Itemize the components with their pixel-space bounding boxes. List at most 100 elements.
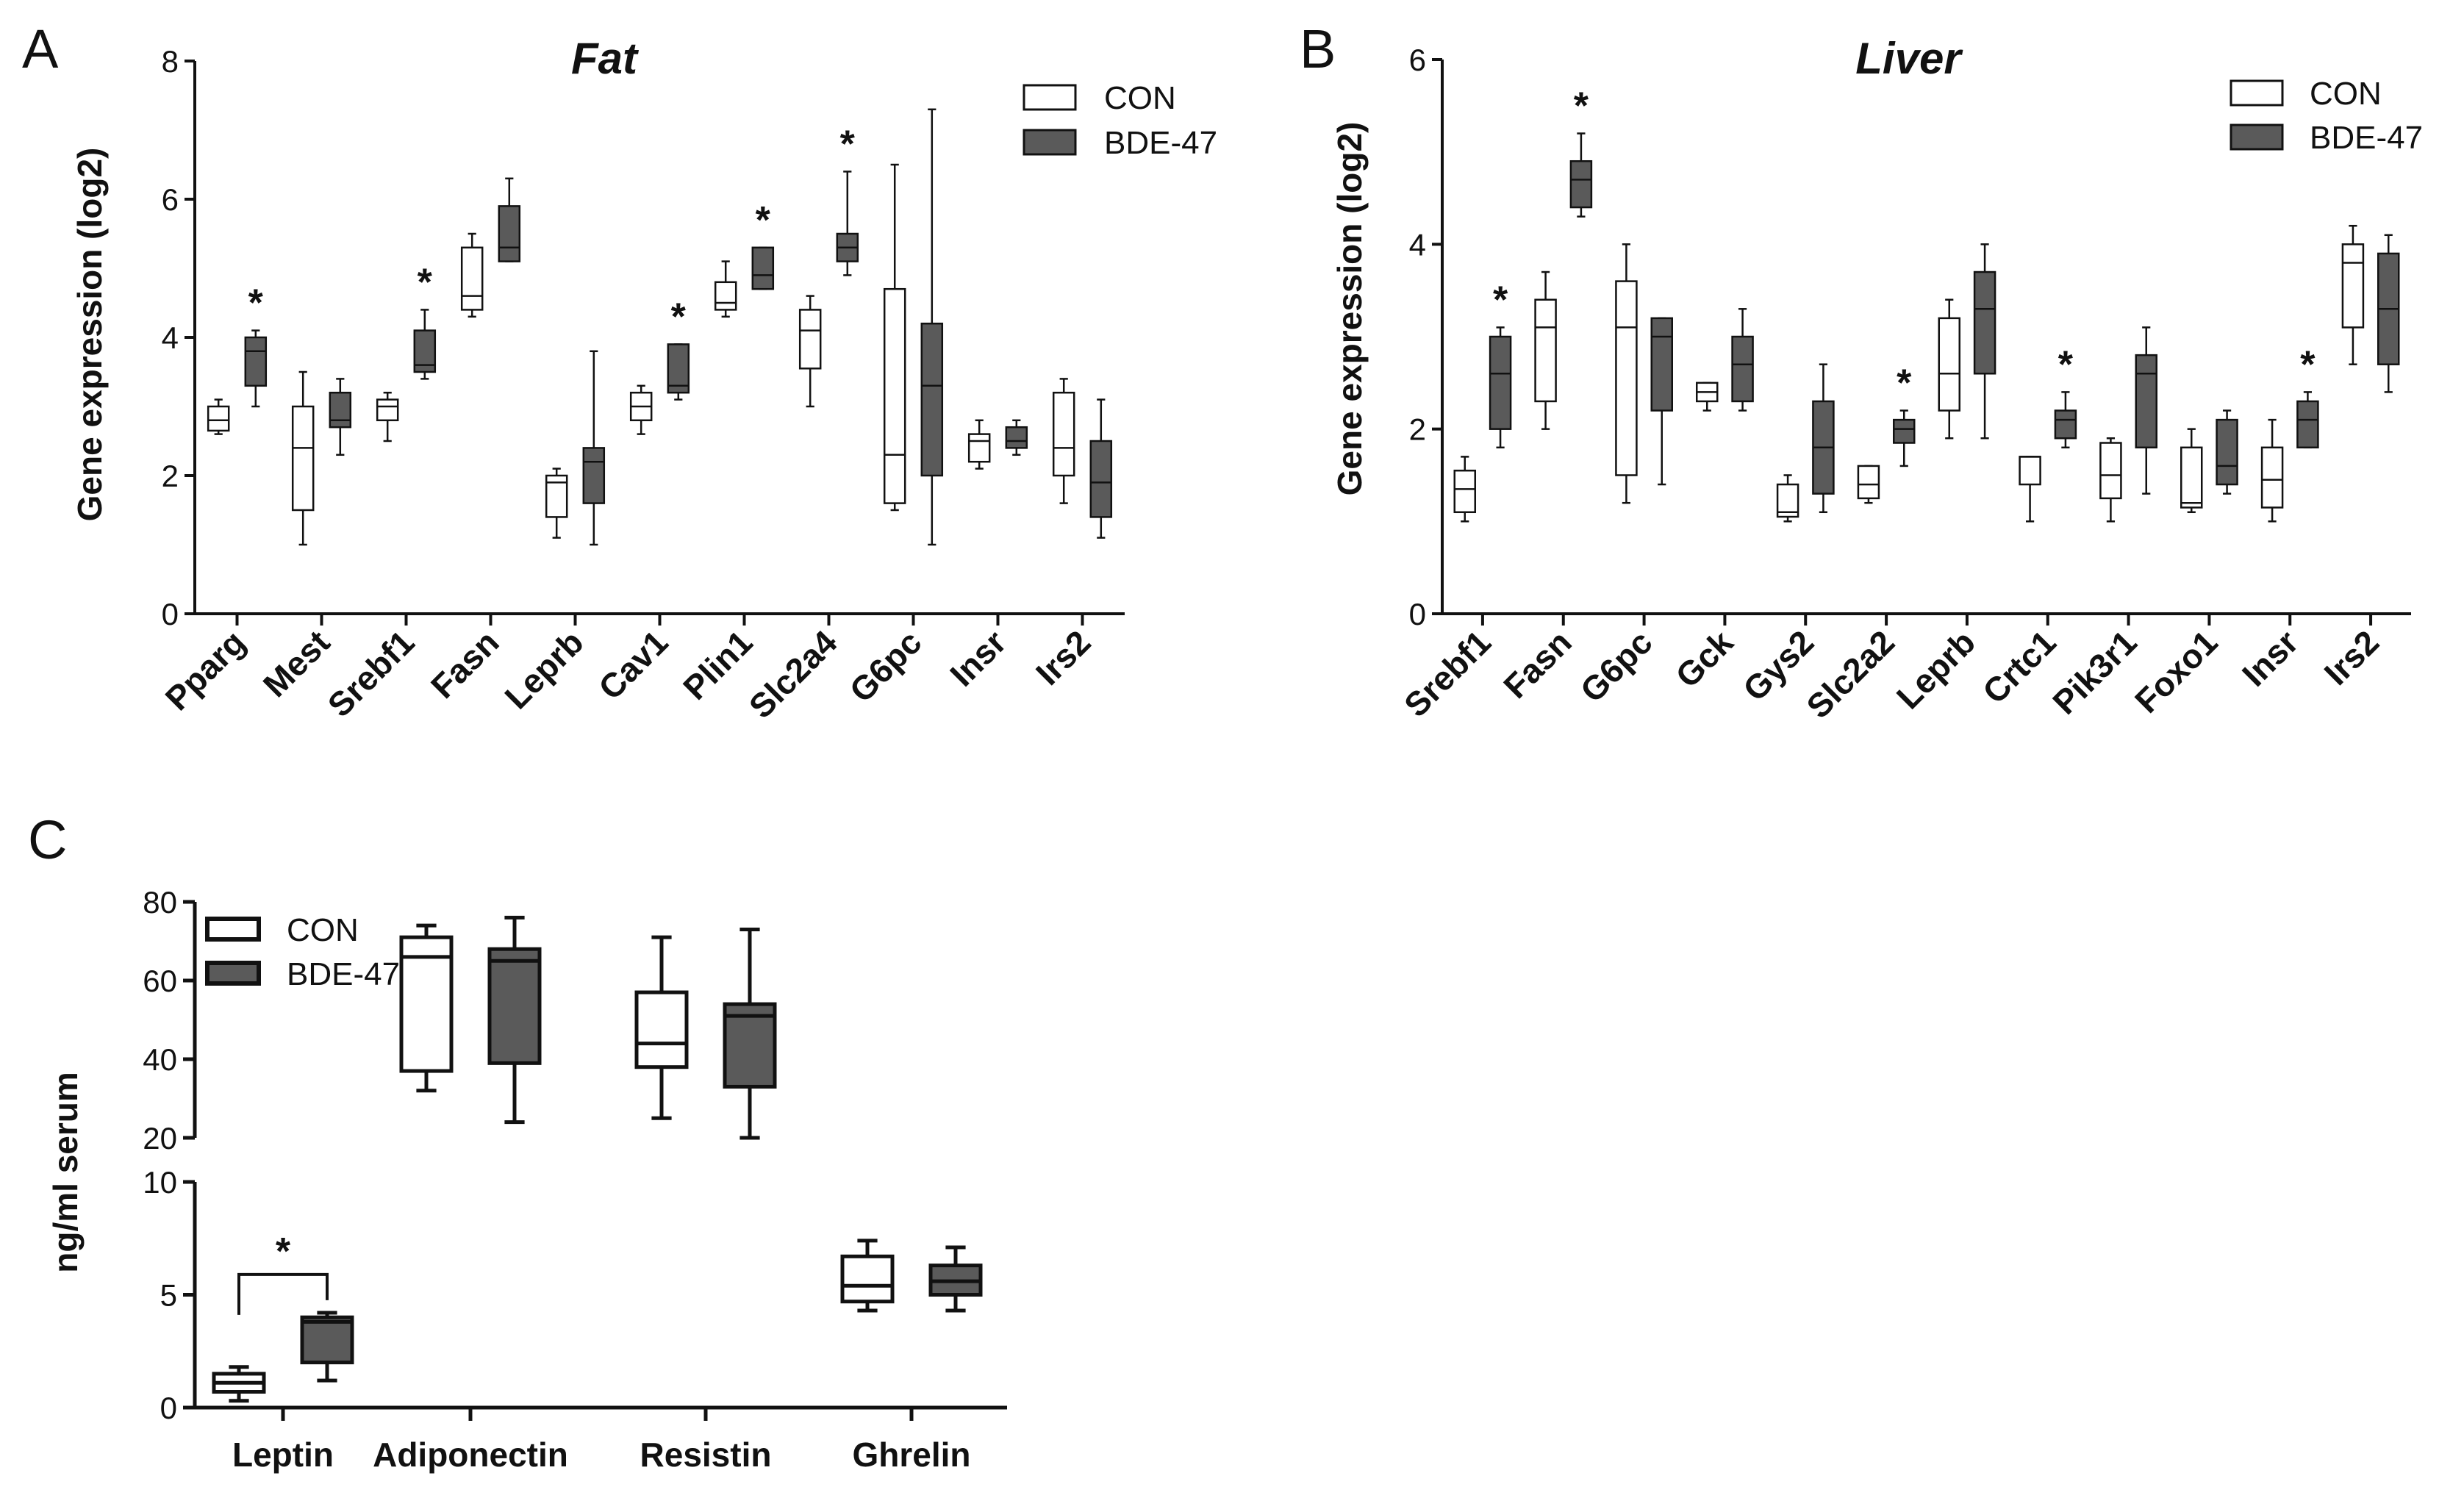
box-con-irs2: [1052, 378, 1075, 504]
box-con-gys2: [1776, 474, 1799, 523]
box-con-irs2-box: [1052, 391, 1075, 477]
box-con-gck: [1696, 381, 1719, 412]
box-con-irs2: [2341, 224, 2365, 365]
x-tick-label-irs2: Irs2: [2317, 623, 2387, 692]
legend-label-con: CON: [2310, 76, 2382, 112]
box-bde47-crtc1-box: [2054, 409, 2077, 440]
box-con-fasn-box: [460, 246, 484, 311]
legend-swatch-bde47: [205, 961, 261, 986]
box-con-srebf1-box: [1453, 469, 1477, 514]
box-bde47-leptin: [300, 1311, 354, 1383]
box-con-ghrelin-box: [840, 1254, 895, 1304]
box-con-g6pc-box: [883, 287, 906, 504]
box-bde47-gck-box: [1731, 335, 1754, 403]
box-bde47-slc2a2-box: [1892, 418, 1916, 444]
x-tick-label-cav1: Cav1: [591, 623, 676, 707]
panel-c-axes: 20 40 60 80 0 5 10 Leptin Adiponectin Resistin Ghr…: [143, 885, 1007, 1474]
y-tick-label: 0: [162, 597, 179, 631]
legend-label-bde47: BDE-47: [1104, 125, 1217, 161]
significance-marker-srebf1: *: [1493, 279, 1508, 321]
box-bde47-g6pc: [1650, 317, 1673, 486]
box-con-foxo1: [2180, 428, 2203, 514]
y-tick-label: 2: [1409, 412, 1426, 447]
box-bde47-fasn: [498, 177, 521, 262]
y-tick-label: 40: [143, 1042, 177, 1077]
box-con-srebf1-box: [376, 398, 399, 422]
x-tick-label-foxo1: Foxo1: [2127, 623, 2225, 720]
legend-label-bde47: BDE-47: [2310, 120, 2423, 156]
box-con-srebf1: [1453, 456, 1477, 523]
box-bde47-cav1-box: [667, 343, 690, 394]
box-bde47-insr-box: [1005, 426, 1028, 449]
legend-swatch-con: [205, 917, 261, 942]
box-con-slc2a2: [1857, 465, 1880, 504]
box-bde47-leprb-box: [582, 447, 606, 504]
y-tick-label: 0: [160, 1391, 177, 1425]
legend-label-bde47: BDE-47: [287, 956, 400, 992]
box-bde47-srebf1: [1489, 326, 1512, 449]
box-bde47-pik3r1: [2135, 326, 2157, 495]
panel-a-legend: CON BDE-47: [1023, 80, 1217, 161]
box-bde47-g6pc-box: [1650, 317, 1673, 412]
box-bde47-irs2: [1089, 398, 1113, 539]
y-tick-label: 10: [143, 1165, 177, 1200]
box-con-crtc1: [2019, 456, 2041, 523]
box-con-adiponectin: [399, 923, 454, 1093]
y-tick-label: 0: [1409, 597, 1426, 631]
x-tick-label-resistin: Resistin: [640, 1436, 772, 1474]
panel-a-y-axis-label: Gene expression (log2): [71, 148, 109, 522]
box-con-slc2a2-box: [1857, 465, 1880, 500]
significance-marker-leptin: *: [276, 1230, 291, 1273]
box-con-resistin: [634, 935, 689, 1120]
box-con-adiponectin-box: [399, 935, 454, 1073]
x-tick-label-insr: Insr: [2235, 623, 2305, 693]
legend-label-con: CON: [287, 912, 359, 948]
box-bde47-gck: [1731, 308, 1754, 412]
box-con-g6pc: [1615, 243, 1638, 504]
box-bde47-gys2: [1812, 363, 1835, 514]
legend-label-con: CON: [1104, 80, 1176, 116]
box-bde47-fasn-box: [1569, 160, 1593, 209]
box-bde47-foxo1: [2216, 409, 2238, 495]
x-tick-label-irs2: Irs2: [1028, 623, 1098, 692]
panel-b-legend: CON BDE-47: [2230, 76, 2423, 156]
box-con-insr-box: [2260, 446, 2284, 509]
box-con-pik3r1: [2099, 437, 2122, 523]
box-bde47-g6pc: [920, 108, 944, 546]
box-con-irs2-box: [2341, 243, 2365, 329]
box-bde47-adiponectin: [487, 915, 542, 1125]
panel-b-boxes: * * * * *: [1453, 85, 2400, 523]
box-con-pik3r1-box: [2099, 442, 2122, 500]
box-con-insr-box: [967, 433, 991, 463]
box-bde47-slc2a2: [1892, 409, 1916, 467]
box-bde47-mest-box: [329, 391, 352, 429]
x-tick-label-ghrelin: Ghrelin: [852, 1436, 970, 1474]
y-tick-label: 20: [143, 1121, 177, 1155]
y-tick-label: 6: [162, 182, 179, 217]
x-tick-label-pik3r1: Pik3r1: [2045, 623, 2144, 721]
significance-marker-slc2a2: *: [1897, 362, 1912, 405]
box-bde47-cav1: [667, 343, 690, 401]
box-bde47-leptin-box: [300, 1315, 354, 1365]
significance-marker-plin1: *: [756, 199, 771, 242]
panel-b-title: Liver: [1855, 34, 1963, 83]
box-bde47-insr-box: [2296, 400, 2319, 449]
box-con-pparg-box: [207, 405, 230, 432]
box-con-insr: [967, 419, 991, 470]
box-bde47-srebf1-box: [1489, 335, 1512, 430]
y-tick-label: 4: [1409, 227, 1426, 262]
box-bde47-srebf1: [413, 309, 437, 380]
x-tick-label-leprb: Leprb: [497, 623, 590, 716]
x-tick-label-g6pc: G6pc: [1573, 623, 1660, 709]
box-con-insr: [2260, 418, 2284, 523]
y-tick-label: 5: [160, 1278, 177, 1313]
box-bde47-pik3r1-box: [2135, 354, 2157, 449]
x-tick-label-leptin: Leptin: [232, 1436, 334, 1474]
panel-c-y-axis-label: ng/ml serum: [46, 1072, 85, 1273]
box-bde47-fasn: [1569, 132, 1593, 218]
box-con-leprb: [545, 467, 568, 539]
y-tick-label: 80: [143, 885, 177, 920]
box-con-leprb-box: [1938, 317, 1961, 412]
